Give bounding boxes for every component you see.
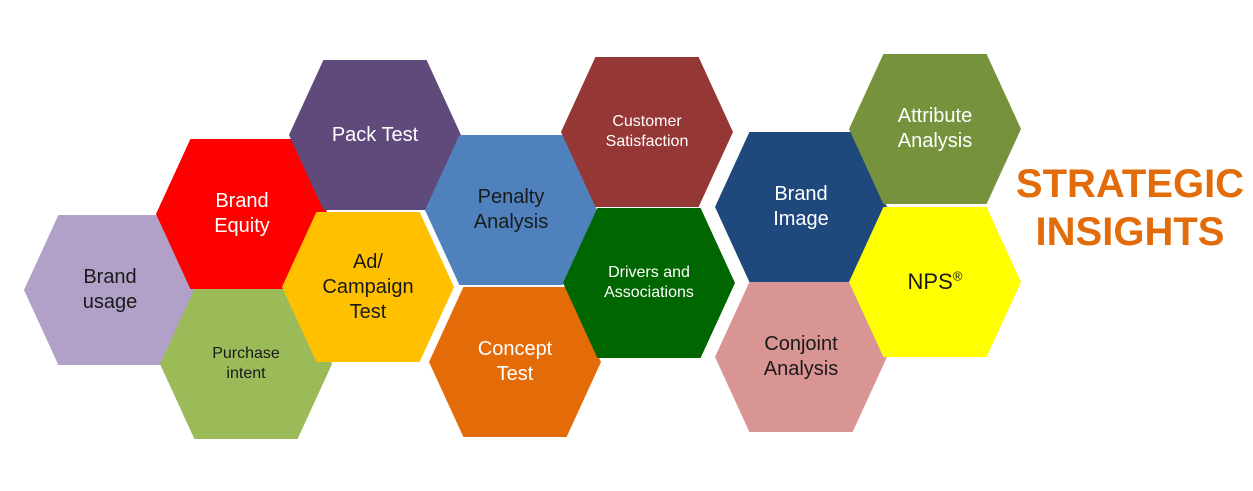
hex-pack-test: Pack Test [289,60,461,210]
hex-label: Brand Equity [214,190,270,237]
hex-customer-satisfaction: Customer Satisfaction [561,57,733,207]
hex-label: Drivers and Associations [604,264,694,301]
hex-label: Brand Image [773,183,829,230]
hex-drivers-associations: Drivers and Associations [563,208,735,358]
hex-ad-campaign-test: Ad/ Campaign Test [282,212,454,362]
hex-brand-image: Brand Image [715,132,887,282]
hex-label: Conjoint Analysis [763,333,839,380]
hex-label: Concept Test [477,338,553,385]
hex-label: Brand usage [82,266,138,313]
hex-conjoint-analysis: Conjoint Analysis [715,282,887,432]
hex-label: Purchase intent [212,345,280,382]
hex-label: Attribute Analysis [897,105,973,152]
nps-text: NPS [907,269,953,295]
hex-nps: NPS® [849,207,1021,357]
hex-label: Pack Test [331,123,419,146]
hex-brand-usage: Brand usage [24,215,196,365]
hex-penalty-analysis: Penalty Analysis [425,135,597,285]
hex-label: Customer Satisfaction [605,113,689,150]
strategic-insights-title: STRATEGIC INSIGHTS [1015,162,1245,254]
hex-label: Penalty Analysis [473,186,549,233]
hex-label: Ad/ Campaign Test [322,250,414,323]
hex-label: NPS® [908,268,963,296]
hex-attribute-analysis: Attribute Analysis [849,54,1021,204]
registered-mark: ® [952,268,963,284]
hex-concept-test: Concept Test [429,287,601,437]
